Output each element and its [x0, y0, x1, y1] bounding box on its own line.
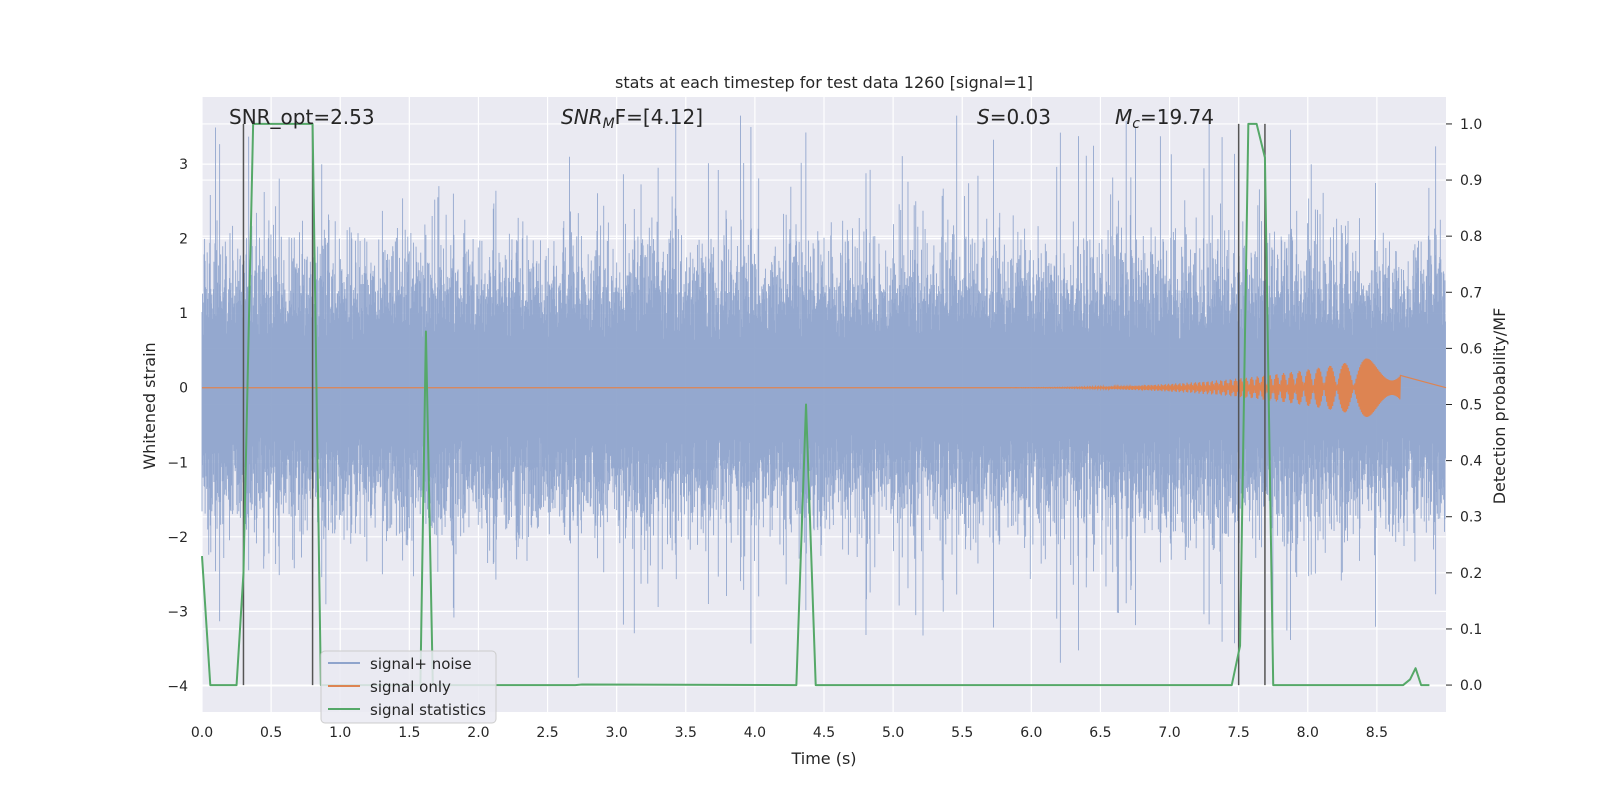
annotation-mc: Mc=19.74: [1115, 105, 1214, 132]
legend-label-signal-statistics: signal statistics: [370, 701, 486, 719]
x-tick-label: 3.5: [675, 725, 697, 741]
x-tick-label: 6.0: [1020, 725, 1042, 741]
y2-tick-label: 0.4: [1460, 454, 1482, 470]
legend-label-signal-only: signal only: [370, 678, 451, 696]
chart-title: stats at each timestep for test data 126…: [615, 73, 1033, 92]
annotation-s-rest: =0.03: [990, 105, 1051, 129]
annotation-mc-rest: =19.74: [1140, 105, 1214, 129]
annotation-s-label: S: [977, 105, 990, 129]
y2-tick-label: 1.0: [1460, 117, 1482, 133]
y2-tick-label: 0.6: [1460, 341, 1482, 357]
x-tick-label: 2.0: [467, 725, 489, 741]
x-tick-label: 7.5: [1228, 725, 1250, 741]
y-tick-label: 3: [179, 157, 188, 173]
annotation-s: S=0.03: [977, 105, 1051, 129]
y2-tick-label: 0.2: [1460, 566, 1482, 582]
annotation-snr-mf-sub: M: [603, 116, 615, 132]
y2-tick-label: 0.1: [1460, 622, 1482, 638]
x-tick-label: 1.0: [329, 725, 351, 741]
x-tick-label: 8.5: [1366, 725, 1388, 741]
legend-label-signal-noise: signal+ noise: [370, 655, 472, 673]
x-tick-label: 0.0: [191, 725, 213, 741]
x-tick-label: 3.0: [606, 725, 628, 741]
y2-axis-label: Detection probability/MF: [1490, 308, 1509, 505]
y2-tick-label: 0.5: [1460, 398, 1482, 414]
y-tick-label: −1: [167, 455, 188, 471]
x-tick-label: 7.0: [1158, 725, 1180, 741]
x-tick-label: 6.5: [1089, 725, 1111, 741]
y-tick-label: −3: [167, 604, 188, 620]
x-tick-label: 1.5: [398, 725, 420, 741]
x-tick-label: 5.5: [951, 725, 973, 741]
y-tick-label: −2: [167, 530, 188, 546]
y2-tick-label: 0.3: [1460, 510, 1482, 526]
y2-tick-label: 0.0: [1460, 678, 1482, 694]
x-tick-label: 0.5: [260, 725, 282, 741]
x-tick-label: 8.0: [1297, 725, 1319, 741]
y2-tick-label: 0.7: [1460, 285, 1482, 301]
annotation-snr-mf-label: SNR: [561, 105, 603, 129]
y2-tick-label: 0.9: [1460, 173, 1482, 189]
annotation-snr-mf: SNRMF=[4.12]: [561, 105, 703, 132]
legend: signal+ noise signal only signal statist…: [321, 651, 496, 723]
y-tick-label: −4: [167, 679, 188, 695]
annotation-snr-mf-rest: F=[4.12]: [615, 105, 703, 129]
y-tick-label: 1: [179, 306, 188, 322]
x-tick-label: 5.0: [882, 725, 904, 741]
y2-tick-label: 0.8: [1460, 229, 1482, 245]
x-tick-label: 2.5: [536, 725, 558, 741]
y-axis-label: Whitened strain: [140, 342, 159, 469]
y-tick-label: 2: [179, 232, 188, 248]
annotation-mc-label: M: [1115, 105, 1132, 129]
y-tick-label: 0: [179, 381, 188, 397]
annotation-snr-opt: SNR_opt=2.53: [229, 105, 375, 129]
x-tick-label: 4.5: [813, 725, 835, 741]
x-tick-label: 4.0: [744, 725, 766, 741]
x-axis-label: Time (s): [790, 749, 856, 768]
